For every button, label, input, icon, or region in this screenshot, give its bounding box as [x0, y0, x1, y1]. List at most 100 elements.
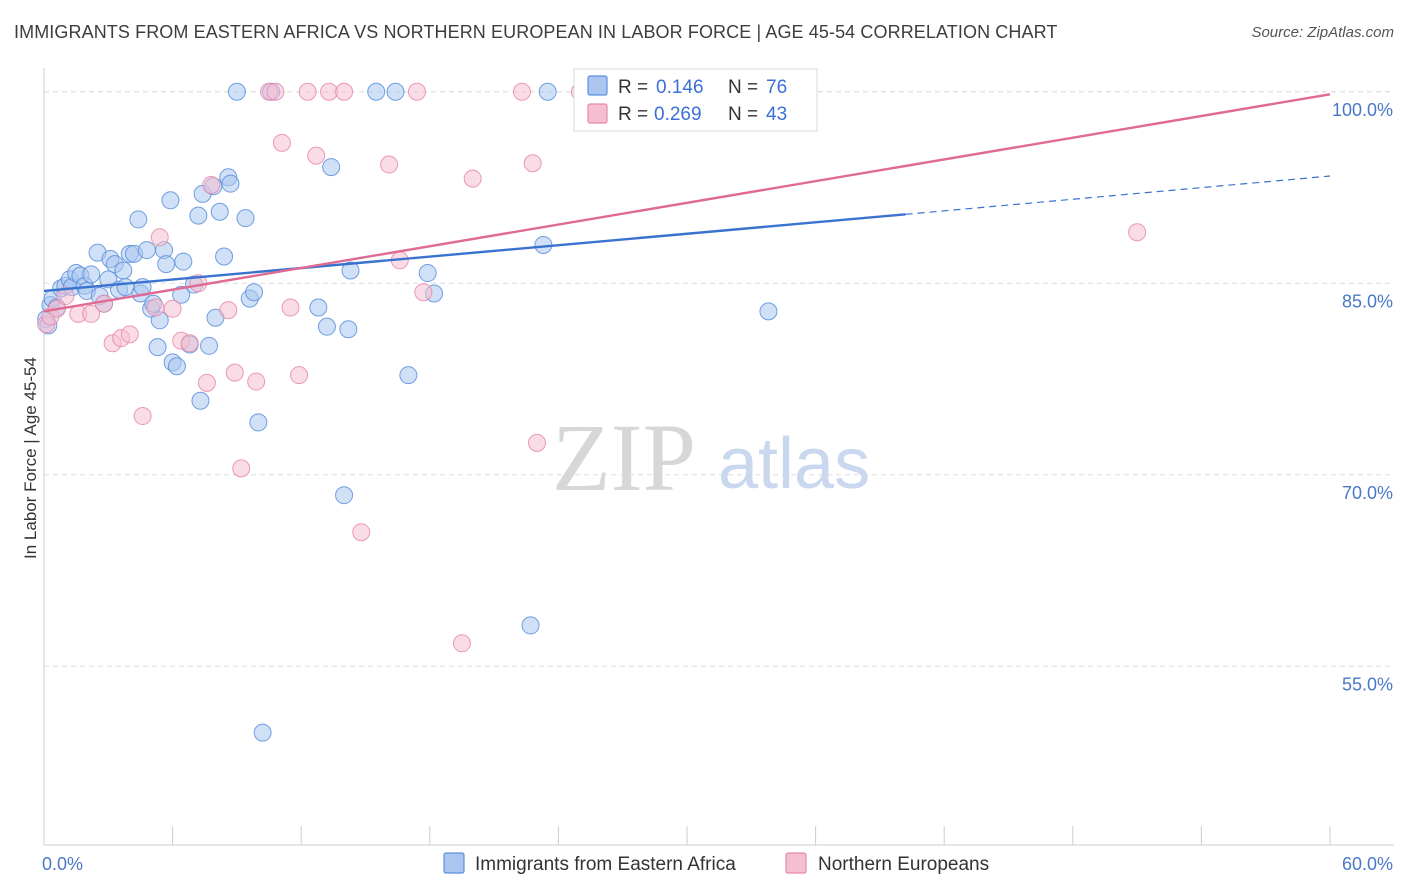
point-northern-europeans [307, 146, 326, 165]
bottom-legend-swatch-pink [785, 852, 807, 874]
point-northern-europeans [335, 82, 354, 101]
point-eastern-africa [339, 320, 358, 339]
point-northern-europeans [281, 298, 300, 317]
legend-swatch-blue [587, 75, 608, 96]
trend-line-northern-europeans [43, 93, 1331, 313]
x-tick-label: 0.0% [42, 854, 83, 874]
point-northern-europeans [95, 294, 114, 313]
watermark: ZIP atlas [552, 404, 870, 511]
point-northern-europeans [463, 169, 482, 188]
watermark-zip: ZIP [552, 404, 696, 511]
y-tick-label: 100.0% [1332, 100, 1393, 120]
point-northern-europeans [1128, 223, 1147, 242]
point-eastern-africa [174, 252, 193, 271]
x-tick-label: 60.0% [1342, 854, 1393, 874]
point-eastern-africa [215, 247, 234, 266]
series-northern-europeans-points [37, 82, 1147, 653]
point-eastern-africa [191, 391, 210, 410]
point-northern-europeans [452, 634, 471, 653]
legend-r-blue: 0.146 [656, 77, 704, 98]
point-eastern-africa [521, 616, 540, 635]
point-northern-europeans [150, 228, 169, 247]
trend-lines [43, 93, 1331, 313]
legend-r-pink: 0.269 [654, 104, 702, 125]
point-eastern-africa [249, 413, 268, 432]
point-eastern-africa [367, 82, 386, 101]
point-northern-europeans [298, 82, 317, 101]
chart-title: IMMIGRANTS FROM EASTERN AFRICA VS NORTHE… [14, 22, 1058, 42]
point-northern-europeans [247, 372, 266, 391]
point-eastern-africa [341, 261, 360, 280]
y-tick-label: 85.0% [1342, 291, 1393, 311]
point-eastern-africa [759, 302, 778, 321]
point-northern-europeans [380, 155, 399, 174]
point-northern-europeans [527, 433, 546, 452]
point-eastern-africa [245, 283, 264, 302]
axes: 0.0% 60.0% [42, 68, 1394, 874]
gridlines: 55.0% 70.0% 85.0% 100.0% [44, 91, 1394, 694]
point-eastern-africa [172, 285, 191, 304]
point-eastern-africa [161, 191, 180, 210]
legend-box: R = 0.146 N = 76 R = 0.269 N = 43 [573, 68, 818, 132]
legend-n-label: N = [728, 77, 758, 98]
point-eastern-africa [418, 264, 437, 283]
legend-swatch-pink [587, 103, 608, 124]
point-eastern-africa [236, 209, 255, 228]
point-northern-europeans [56, 287, 75, 306]
source-label: Source: ZipAtlas.com [1251, 24, 1394, 41]
y-tick-label: 55.0% [1342, 674, 1393, 694]
point-northern-europeans [290, 366, 309, 385]
point-eastern-africa [253, 723, 272, 742]
legend-n-pink: 43 [766, 104, 787, 125]
bottom-legend-swatch-blue [443, 852, 465, 874]
bottom-legend-label-northern-europeans: Northern Europeans [818, 854, 989, 875]
point-eastern-africa [221, 174, 240, 193]
point-northern-europeans [272, 133, 291, 152]
point-northern-europeans [163, 299, 182, 318]
point-northern-europeans [414, 283, 433, 302]
y-axis-label: In Labor Force | Age 45-54 [21, 357, 40, 559]
point-northern-europeans [180, 334, 199, 353]
point-northern-europeans [320, 82, 339, 101]
point-northern-europeans [219, 301, 238, 320]
point-northern-europeans [197, 373, 216, 392]
point-eastern-africa [167, 357, 186, 376]
point-northern-europeans [120, 325, 139, 344]
trend-line-eastern-africa-extension [905, 175, 1331, 215]
point-northern-europeans [202, 175, 221, 194]
point-northern-europeans [407, 82, 426, 101]
bottom-legend: Immigrants from Eastern Africa Northern … [443, 852, 989, 875]
point-eastern-africa [200, 336, 219, 355]
point-eastern-africa [82, 265, 101, 284]
point-northern-europeans [82, 304, 101, 323]
point-eastern-africa [114, 261, 133, 280]
point-eastern-africa [210, 202, 229, 221]
point-eastern-africa [116, 278, 135, 297]
point-eastern-africa [137, 241, 156, 260]
point-northern-europeans [232, 459, 251, 478]
point-eastern-africa [335, 486, 354, 505]
legend-r-label: R = [618, 77, 648, 98]
point-eastern-africa [317, 317, 336, 336]
point-eastern-africa [399, 366, 418, 385]
point-eastern-africa [309, 298, 328, 317]
watermark-atlas: atlas [718, 424, 870, 504]
point-northern-europeans [352, 523, 371, 542]
point-northern-europeans [512, 82, 531, 101]
bottom-legend-label-eastern-africa: Immigrants from Eastern Africa [475, 854, 736, 875]
legend-r-label: R = [618, 104, 648, 125]
point-eastern-africa [322, 158, 341, 177]
point-northern-europeans [146, 298, 165, 317]
y-tick-label: 70.0% [1342, 483, 1393, 503]
point-eastern-africa [129, 210, 148, 229]
point-northern-europeans [225, 363, 244, 382]
point-northern-europeans [266, 82, 285, 101]
point-eastern-africa [538, 82, 557, 101]
point-eastern-africa [148, 338, 167, 357]
trend-line-eastern-africa [43, 213, 906, 293]
point-eastern-africa [157, 255, 176, 274]
legend-n-blue: 76 [766, 77, 787, 98]
point-eastern-africa [189, 206, 208, 225]
point-eastern-africa [227, 82, 246, 101]
